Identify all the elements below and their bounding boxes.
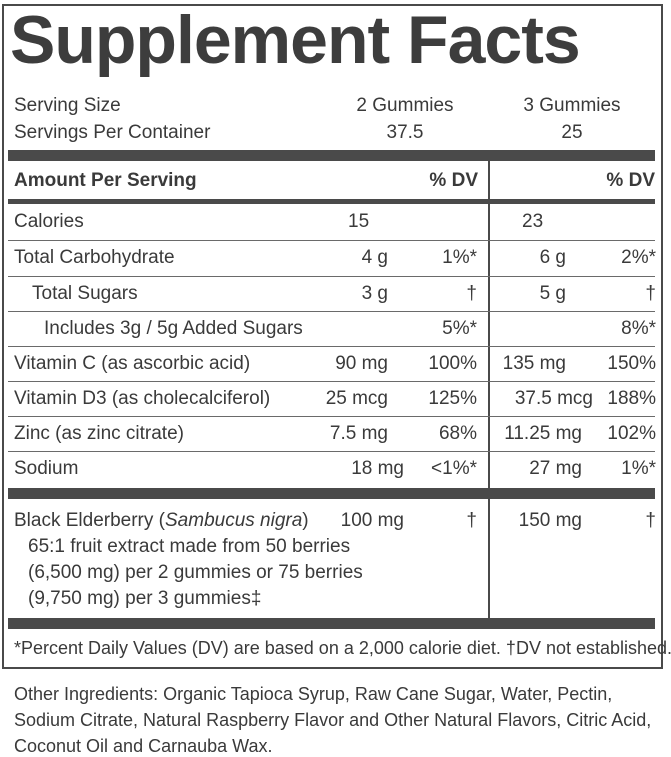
dv-col1: 5%* <box>442 318 477 339</box>
dv-col2: 102% <box>607 423 656 444</box>
amount-col1: 15 <box>348 211 370 232</box>
nutrient-name-total-carbohydrate: Total Carbohydrate <box>14 247 175 268</box>
row-divider <box>8 381 655 382</box>
dv-header-col1: % DV <box>429 170 478 191</box>
column-divider <box>488 161 490 488</box>
nutrient-name-calories: Calories <box>14 211 84 232</box>
amount-col2: 135 mg <box>502 353 566 374</box>
servings-per-container-label: Servings Per Container <box>14 122 211 143</box>
row-divider <box>8 276 655 277</box>
row-divider <box>8 240 655 241</box>
dv-col2: 8%* <box>621 318 656 339</box>
dv-footnote: *Percent Daily Values (DV) are based on … <box>14 638 671 658</box>
nutrient-name-total-sugars: Total Sugars <box>32 283 138 304</box>
supplement-facts-panel <box>2 4 663 669</box>
dv-col1: <1%* <box>431 458 477 479</box>
other-ingredients-line3: Coconut Oil and Carnauba Wax. <box>14 736 273 756</box>
elderberry-latin-name: Sambucus nigra <box>165 510 303 531</box>
nutrient-name-added-sugars: Includes 3g / 5g Added Sugars <box>44 318 303 339</box>
amount-col2: 11.25 mg <box>504 423 582 444</box>
elderberry-description-line3: (9,750 mg) per 3 gummies‡ <box>28 588 262 609</box>
amount-col2: 23 <box>522 211 544 232</box>
medium-divider <box>8 199 655 204</box>
amount-col2: 6 g <box>539 247 566 268</box>
row-divider <box>8 311 655 312</box>
amount-col1: 7.5 mg <box>329 423 388 444</box>
dv-col1: 100% <box>428 353 477 374</box>
ingredient-name-black-elderberry: Black Elderberry (Sambucus nigra) <box>14 510 309 532</box>
dv-col1: 1%* <box>442 247 477 268</box>
dv-col1: 125% <box>428 388 477 409</box>
amount-col1: 25 mcg <box>325 388 388 409</box>
amount-col2: 150 mg <box>518 510 582 531</box>
column-divider <box>488 499 490 618</box>
dv-col2: 1%* <box>621 458 656 479</box>
thick-divider <box>8 618 655 629</box>
amount-col1: 3 g <box>361 283 388 304</box>
dv-col1: 68% <box>438 423 477 444</box>
dv-col2: † <box>645 510 656 531</box>
dv-col1: † <box>466 510 477 531</box>
servings-per-container-col2: 25 <box>561 122 583 143</box>
amount-col2: 27 mg <box>529 458 582 479</box>
row-divider <box>8 346 655 347</box>
thick-divider <box>8 150 655 161</box>
amount-col2: 37.5 mcg <box>514 388 593 409</box>
elderberry-name-close: ) <box>302 510 309 531</box>
dv-col2: † <box>645 283 656 304</box>
other-ingredients-line2: Sodium Citrate, Natural Raspberry Flavor… <box>14 710 652 730</box>
nutrient-name-vitamin-c: Vitamin C (as ascorbic acid) <box>14 353 251 374</box>
elderberry-name: Black Elderberry ( <box>14 510 165 531</box>
amount-col2: 5 g <box>539 283 566 304</box>
nutrient-name-vitamin-d3: Vitamin D3 (as cholecalciferol) <box>14 388 271 409</box>
amount-col1: 90 mg <box>335 353 388 374</box>
elderberry-description-line2: (6,500 mg) per 2 gummies or 75 berries <box>28 562 363 583</box>
serving-size-col2: 3 Gummies <box>523 95 621 116</box>
other-ingredients-line1: Other Ingredients: Organic Tapioca Syrup… <box>14 684 613 704</box>
dv-header-col2: % DV <box>606 170 655 191</box>
serving-size-label: Serving Size <box>14 95 121 116</box>
amount-per-serving-header: Amount Per Serving <box>14 170 197 191</box>
amount-col1: 4 g <box>361 247 388 268</box>
dv-col2: 188% <box>607 388 656 409</box>
amount-col1: 100 mg <box>340 510 404 531</box>
nutrient-name-sodium: Sodium <box>14 458 79 479</box>
amount-col1: 18 mg <box>351 458 404 479</box>
serving-size-col1: 2 Gummies <box>356 95 454 116</box>
thick-divider <box>8 488 655 499</box>
dv-col1: † <box>466 283 477 304</box>
panel-title: Supplement Facts <box>10 2 581 78</box>
nutrient-name-zinc: Zinc (as zinc citrate) <box>14 423 184 444</box>
dv-col2: 150% <box>607 353 656 374</box>
row-divider <box>8 416 655 417</box>
row-divider <box>8 451 655 452</box>
dv-col2: 2%* <box>621 247 656 268</box>
elderberry-description-line1: 65:1 fruit extract made from 50 berries <box>28 536 351 557</box>
servings-per-container-col1: 37.5 <box>386 122 424 143</box>
